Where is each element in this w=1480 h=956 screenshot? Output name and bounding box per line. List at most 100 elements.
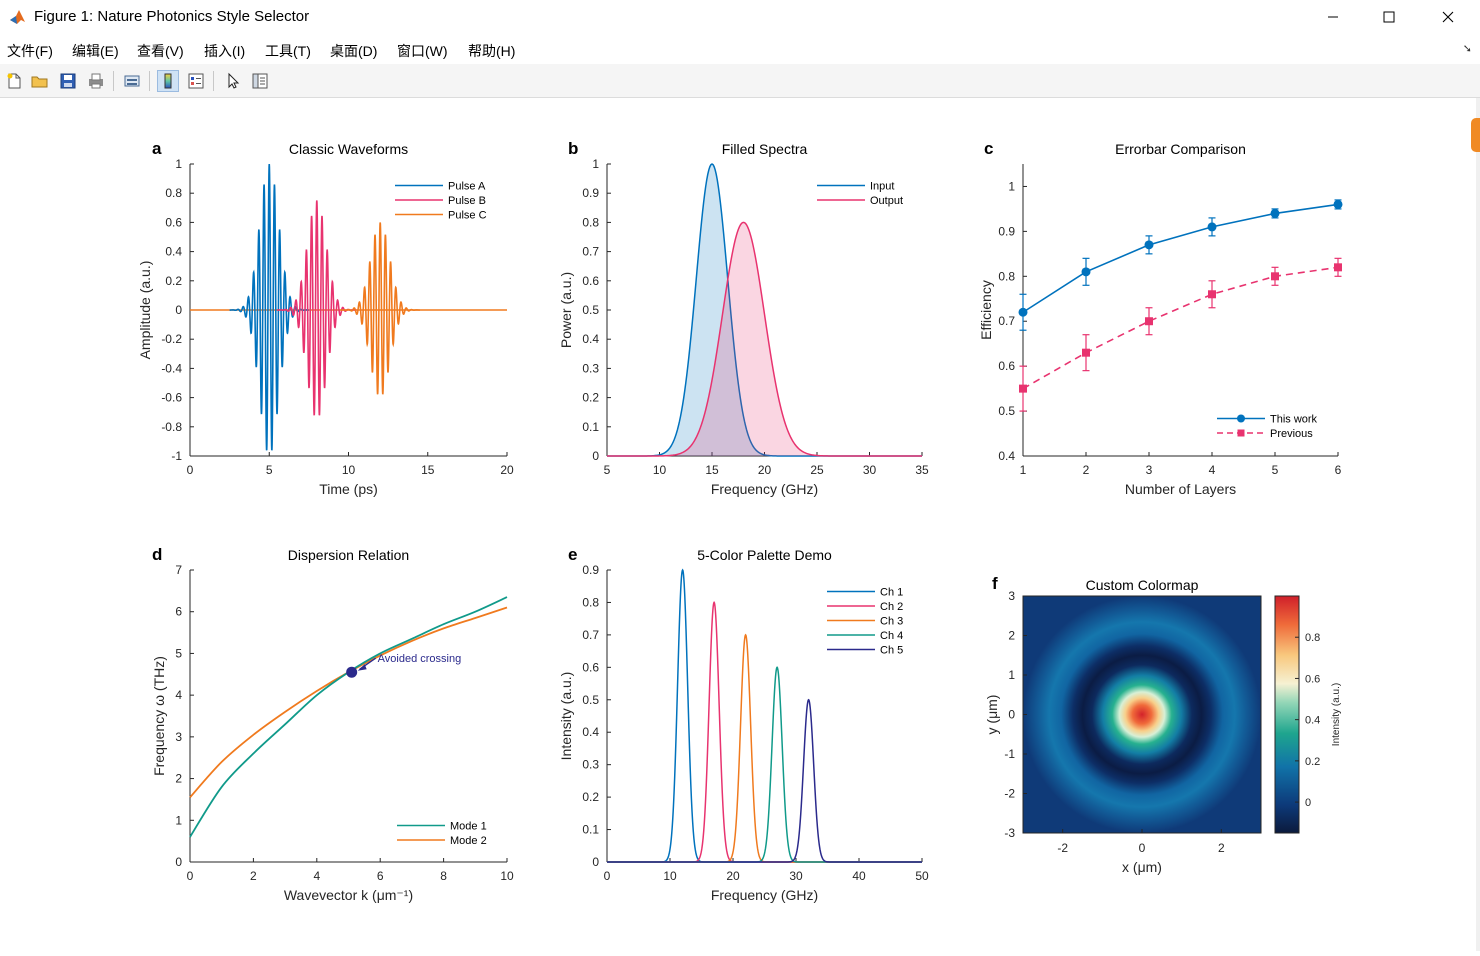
- y-tick-label: 0: [1008, 708, 1015, 722]
- print-icon: [89, 73, 103, 89]
- colorbar: [1275, 596, 1299, 833]
- open-folder-icon: [31, 76, 48, 88]
- x-tick-label: 10: [663, 869, 677, 883]
- x-tick-label: 6: [1335, 463, 1342, 477]
- y-tick-label: 0.5: [582, 303, 599, 317]
- new-figure-button[interactable]: [3, 70, 25, 92]
- data-point: [1019, 384, 1027, 393]
- y-tick-label: 0.2: [582, 391, 599, 405]
- y-tick-label: 0.2: [165, 274, 182, 288]
- chart-b: 5 10 15 20 25 30 35 0 0.1 0.2 0.3 0.4 0.5 0.6 0.7 0.8 0.…: [558, 141, 929, 497]
- edit-plot-button[interactable]: [222, 70, 244, 92]
- chart-f: -2 0 2 -3 -2 -1 0 1 2 3 Custom Colormap x (μm) y (μm…: [984, 577, 1342, 875]
- y-tick-label: 1: [592, 157, 599, 171]
- y-tick-label: 0.1: [582, 420, 599, 434]
- legend-label: Ch 5: [880, 645, 903, 657]
- y-tick-label: 0.8: [582, 215, 599, 229]
- chart-title: Dispersion Relation: [288, 547, 409, 563]
- y-tick-label: 0.4: [582, 332, 599, 346]
- toolbar-separator: [149, 71, 150, 91]
- print-button[interactable]: [85, 70, 107, 92]
- close-icon: [1442, 11, 1454, 23]
- series-area: [607, 222, 922, 456]
- y-tick-label: 1: [1008, 668, 1015, 682]
- y-axis-label: y (μm): [984, 695, 1000, 735]
- legend-marker: [1237, 429, 1245, 437]
- print-preview-icon: [124, 75, 140, 87]
- legend-label: Pulse B: [448, 195, 486, 207]
- link-plot-button[interactable]: [121, 70, 143, 92]
- open-file-button[interactable]: [29, 70, 51, 92]
- x-axis-label: Number of Layers: [1125, 481, 1236, 497]
- heatmap-image: [1023, 596, 1261, 833]
- y-tick-label: 3: [175, 730, 182, 744]
- x-tick-label: 6: [377, 869, 384, 883]
- y-tick-label: 0.7: [582, 628, 599, 642]
- annotation-text: Avoided crossing: [378, 653, 462, 665]
- legend-label: Mode 1: [450, 821, 487, 833]
- menu-overflow-icon[interactable]: ➘: [1462, 43, 1472, 55]
- y-tick-label: 0.6: [165, 215, 182, 229]
- menu-edit[interactable]: 编辑(E): [72, 43, 119, 59]
- property-inspector-button[interactable]: [249, 70, 271, 92]
- x-tick-label: 10: [653, 463, 667, 477]
- y-tick-label: 0.8: [998, 269, 1015, 283]
- y-tick-label: 0.6: [582, 660, 599, 674]
- series-line: [277, 200, 357, 416]
- y-tick-label: 3: [1008, 589, 1015, 603]
- x-tick-label: 1: [1020, 463, 1027, 477]
- series-line: [1022, 203, 1339, 313]
- toolbar-separator: [113, 71, 114, 91]
- window-title: Figure 1: Nature Photonics Style Selecto…: [34, 8, 310, 25]
- x-tick-label: 35: [915, 463, 929, 477]
- x-tick-label: 5: [604, 463, 611, 477]
- x-axis-label: Frequency (GHz): [711, 887, 818, 903]
- chart-e: 0 10 20 30 40 50 0 0.1 0.2 0.3 0.4 0.5 0.6 0.7 0.8 0.9 5…: [558, 547, 929, 903]
- legend-label: This work: [1270, 414, 1318, 426]
- legend-button[interactable]: [185, 70, 207, 92]
- colorbar-button[interactable]: [157, 70, 179, 92]
- x-tick-label: 25: [810, 463, 824, 477]
- x-tick-label: 0: [604, 869, 611, 883]
- menu-help[interactable]: 帮助(H): [468, 43, 516, 59]
- menu-insert[interactable]: 插入(I): [204, 43, 246, 59]
- close-button[interactable]: [1425, 0, 1471, 34]
- toolbar: [0, 64, 1480, 98]
- maximize-button[interactable]: [1366, 0, 1412, 34]
- menu-window[interactable]: 窗口(W): [397, 43, 448, 59]
- y-tick-label: 5: [175, 646, 182, 660]
- new-file-icon: [7, 73, 21, 89]
- y-axis-label: Power (a.u.): [558, 272, 574, 348]
- save-button[interactable]: [57, 70, 79, 92]
- series-line: [340, 222, 420, 395]
- y-tick-label: -0.4: [161, 361, 182, 375]
- legend-label: Ch 1: [880, 587, 903, 599]
- legend-icon: [188, 73, 204, 89]
- menu-view[interactable]: 查看(V): [137, 43, 184, 59]
- minimize-icon: [1328, 16, 1338, 18]
- y-tick-label: -1: [171, 449, 182, 463]
- y-tick-label: 0.4: [582, 725, 599, 739]
- menu-tools[interactable]: 工具(T): [265, 43, 311, 59]
- side-tab[interactable]: [1471, 118, 1480, 152]
- y-tick-label: 0.4: [165, 245, 182, 259]
- menu-file[interactable]: 文件(F): [7, 43, 53, 59]
- y-tick-label: 0: [592, 449, 599, 463]
- x-tick-label: 15: [421, 463, 435, 477]
- chart-title: Classic Waveforms: [289, 141, 408, 157]
- chart-d: 0 2 4 6 8 10 0 1 2 3 4 5 6 7 Dispersion Relation Waveve…: [151, 547, 514, 903]
- minimize-button[interactable]: [1310, 0, 1356, 34]
- y-tick-label: 0: [175, 303, 182, 317]
- legend-label: Ch 4: [880, 630, 903, 642]
- y-tick-label: 0.2: [582, 790, 599, 804]
- x-tick-label: 30: [789, 869, 803, 883]
- menu-desktop[interactable]: 桌面(D): [330, 43, 378, 59]
- x-tick-label: 40: [852, 869, 866, 883]
- y-tick-label: 0: [175, 855, 182, 869]
- x-tick-label: 0: [1139, 841, 1146, 855]
- series-line: [1022, 266, 1339, 390]
- chart-title: 5-Color Palette Demo: [697, 547, 832, 563]
- pointer-arrow-icon: [228, 72, 240, 89]
- panel-label-a: a: [152, 139, 162, 158]
- x-tick-label: 50: [915, 869, 929, 883]
